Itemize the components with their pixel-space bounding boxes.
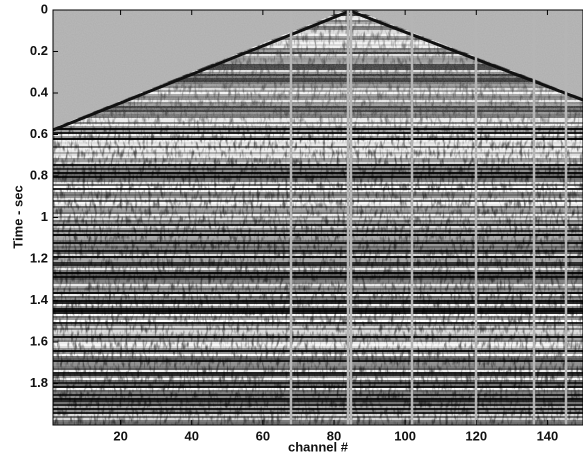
plot-area [53, 10, 583, 425]
y-tick-label: 1.8 [30, 375, 48, 390]
y-axis-label: Time - sec [10, 185, 25, 248]
y-tick-label: 1.4 [30, 292, 49, 307]
x-tick-label: 80 [327, 428, 341, 443]
pre-arrival-noise [53, 10, 583, 128]
y-tick-label: 1 [41, 209, 48, 224]
y-tick-label: 1.2 [30, 250, 48, 265]
y-tick-label: 0.4 [30, 84, 49, 99]
y-tick-label: 1.6 [30, 333, 48, 348]
y-tick-label: 0.8 [30, 167, 48, 182]
x-tick-label: 40 [184, 428, 198, 443]
y-tick-label: 0 [41, 1, 48, 16]
x-tick-label: 140 [537, 428, 559, 443]
y-tick-label: 0.2 [30, 43, 48, 58]
x-tick-label: 120 [465, 428, 487, 443]
x-tick-label: 100 [394, 428, 416, 443]
x-axis-label: channel # [288, 439, 349, 454]
y-tick-label: 0.6 [30, 126, 48, 141]
x-tick-label: 60 [256, 428, 270, 443]
x-tick-label: 20 [113, 428, 127, 443]
